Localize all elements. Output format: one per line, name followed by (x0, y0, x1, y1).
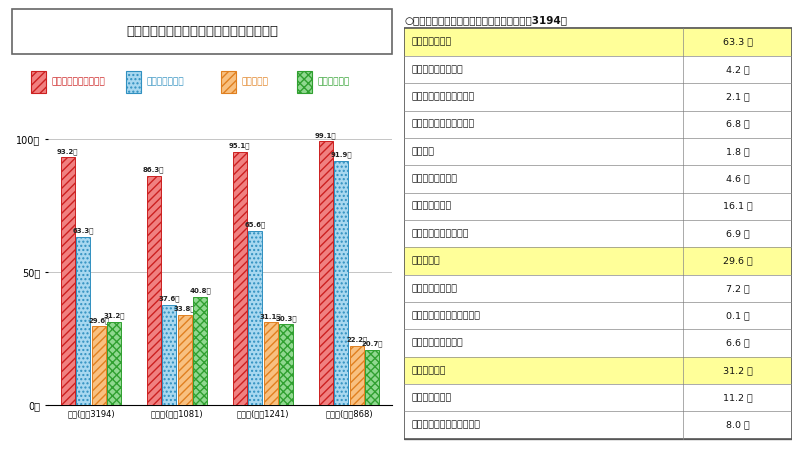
Text: 8.0 ％: 8.0 ％ (726, 421, 750, 430)
Text: 1.8 ％: 1.8 ％ (726, 147, 750, 156)
Text: 20.7％: 20.7％ (362, 341, 383, 347)
Text: 95.1％: 95.1％ (229, 143, 250, 149)
FancyBboxPatch shape (404, 83, 792, 111)
Text: ○インターネットを利用している機器（ｎ＝3194）: ○インターネットを利用している機器（ｎ＝3194） (404, 15, 567, 26)
FancyBboxPatch shape (404, 357, 792, 384)
Text: デスクトップパソコン: デスクトップパソコン (412, 229, 470, 238)
Text: 4.6 ％: 4.6 ％ (726, 175, 750, 184)
Text: インターネット接続テレビ: インターネット接続テレビ (412, 421, 481, 430)
Bar (279, 324, 293, 405)
FancyBboxPatch shape (404, 302, 792, 329)
Text: 30.3％: 30.3％ (275, 315, 297, 322)
Text: スマートフォン: スマートフォン (412, 38, 452, 47)
Bar (162, 305, 176, 405)
Bar (107, 322, 121, 405)
Text: 6.6 ％: 6.6 ％ (726, 338, 750, 347)
Text: 携帯ゲーム機: 携帯ゲーム機 (412, 366, 446, 375)
Text: 65.6％: 65.6％ (245, 221, 266, 228)
FancyBboxPatch shape (404, 329, 792, 357)
Bar (319, 141, 333, 405)
FancyBboxPatch shape (404, 248, 792, 274)
Text: 29.6％: 29.6％ (88, 317, 110, 324)
Text: 6.9 ％: 6.9 ％ (726, 229, 750, 238)
Text: 91.9％: 91.9％ (330, 151, 352, 158)
FancyBboxPatch shape (404, 138, 792, 165)
Text: 携帯電話: 携帯電話 (412, 147, 434, 156)
FancyBboxPatch shape (31, 71, 46, 93)
FancyBboxPatch shape (221, 71, 236, 93)
FancyBboxPatch shape (404, 28, 792, 439)
Text: 63.3 ％: 63.3 ％ (722, 38, 753, 47)
Text: 29.6 ％: 29.6 ％ (723, 256, 753, 266)
Text: 86.3％: 86.3％ (143, 166, 165, 173)
Bar (350, 346, 364, 405)
Text: 33.8％: 33.8％ (174, 306, 195, 312)
Text: 子供向け娯楽用タブレット: 子供向け娯楽用タブレット (412, 311, 481, 320)
Text: 16.1 ％: 16.1 ％ (723, 202, 753, 211)
Text: 0.1 ％: 0.1 ％ (726, 311, 750, 320)
Text: 4.2 ％: 4.2 ％ (726, 65, 750, 74)
Text: 6.8 ％: 6.8 ％ (726, 120, 750, 129)
Text: 40.8％: 40.8％ (190, 287, 211, 294)
FancyBboxPatch shape (404, 274, 792, 302)
FancyBboxPatch shape (404, 411, 792, 439)
Text: 11.2 ％: 11.2 ％ (723, 393, 753, 402)
FancyBboxPatch shape (12, 9, 392, 54)
Text: ノートパソコン: ノートパソコン (412, 202, 452, 211)
Text: 93.2％: 93.2％ (57, 148, 78, 154)
Text: 31.1％: 31.1％ (260, 313, 282, 320)
Text: 2.1 ％: 2.1 ％ (726, 92, 750, 101)
Text: 子供向け携帯電話: 子供向け携帯電話 (412, 175, 458, 184)
Text: スマートフォン: スマートフォン (147, 78, 185, 87)
Bar (76, 237, 90, 405)
FancyBboxPatch shape (404, 384, 792, 411)
Bar (61, 157, 74, 405)
Bar (92, 326, 106, 405)
Text: 22.2％: 22.2％ (346, 337, 367, 343)
Text: 携帯音楽プレイヤー: 携帯音楽プレイヤー (412, 338, 463, 347)
Text: 37.6％: 37.6％ (158, 296, 180, 302)
Bar (194, 297, 207, 405)
Text: 63.3％: 63.3％ (73, 227, 94, 234)
Bar (366, 350, 379, 405)
Text: 31.2％: 31.2％ (103, 313, 125, 320)
FancyBboxPatch shape (126, 71, 141, 93)
Bar (178, 315, 192, 405)
Text: 子供向けスマートフォン: 子供向けスマートフォン (412, 92, 475, 101)
FancyBboxPatch shape (297, 71, 312, 93)
FancyBboxPatch shape (404, 165, 792, 193)
Text: 学習用タブレット: 学習用タブレット (412, 284, 458, 293)
Bar (233, 152, 246, 405)
FancyBboxPatch shape (404, 220, 792, 248)
FancyBboxPatch shape (404, 56, 792, 83)
Text: インターネット利用率（機器・学校種別）: インターネット利用率（機器・学校種別） (126, 25, 278, 38)
Bar (147, 176, 161, 405)
Text: 据置型ゲーム機: 据置型ゲーム機 (412, 393, 452, 402)
Text: 31.2 ％: 31.2 ％ (722, 366, 753, 375)
FancyBboxPatch shape (404, 193, 792, 220)
Text: 7.2 ％: 7.2 ％ (726, 284, 750, 293)
Text: 格安スマートフォン: 格安スマートフォン (412, 65, 463, 74)
Text: タブレット: タブレット (412, 256, 441, 266)
Bar (264, 322, 278, 405)
FancyBboxPatch shape (404, 111, 792, 138)
Text: 携帯ゲーム機: 携帯ゲーム機 (318, 78, 350, 87)
Text: 契約切れスマートフォン: 契約切れスマートフォン (412, 120, 475, 129)
Text: 99.1％: 99.1％ (315, 132, 337, 139)
Bar (248, 230, 262, 405)
Bar (334, 161, 348, 405)
Text: タブレット: タブレット (242, 78, 269, 87)
Text: インターネット利用率: インターネット利用率 (52, 78, 106, 87)
FancyBboxPatch shape (404, 28, 792, 56)
